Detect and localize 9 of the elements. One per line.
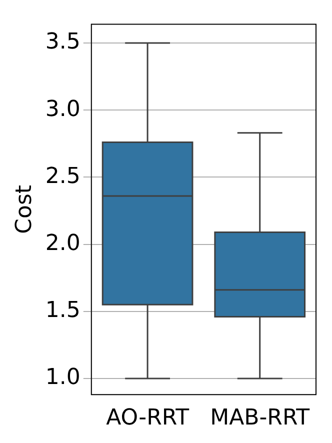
y-tick-label: 3.0 — [45, 96, 80, 122]
x-tick-label: AO-RRT — [106, 406, 190, 431]
y-tick-label: 1.0 — [45, 365, 80, 390]
x-tick-label: MAB-RRT — [210, 406, 310, 431]
y-tick-label: 3.5 — [45, 30, 80, 55]
y-tick-label: 2.0 — [45, 231, 80, 256]
y-tick-label: 1.5 — [45, 298, 80, 324]
y-axis-title: Cost — [12, 184, 37, 234]
y-tick-label: 2.5 — [45, 164, 80, 189]
